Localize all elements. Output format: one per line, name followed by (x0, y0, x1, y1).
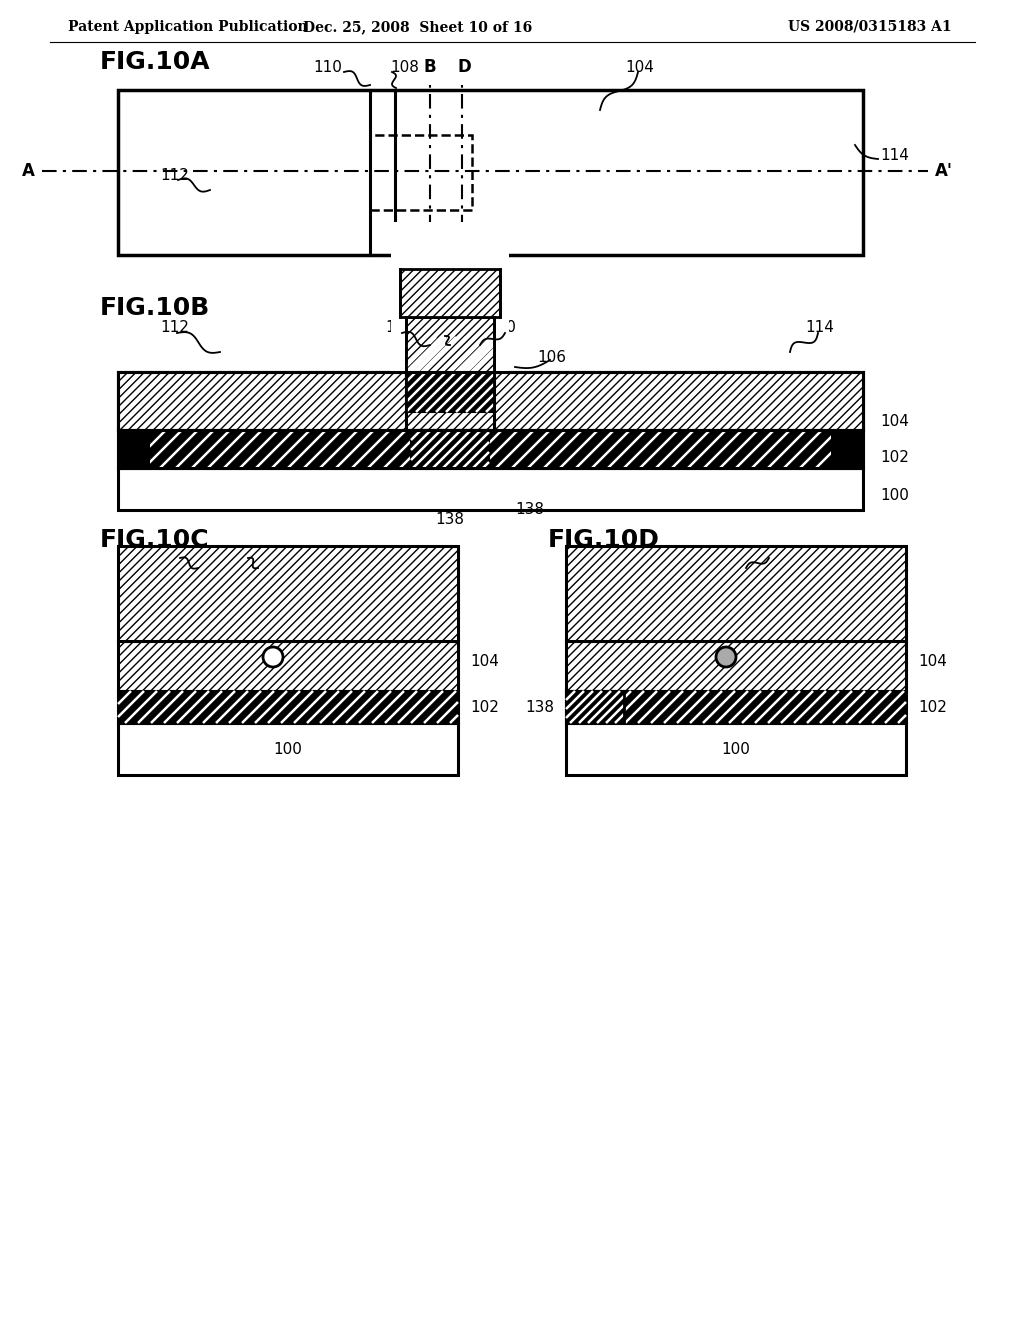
Text: 138: 138 (435, 512, 465, 528)
Text: FIG.10D: FIG.10D (548, 528, 659, 552)
Text: 100: 100 (273, 742, 302, 756)
Text: D: D (457, 58, 471, 77)
Circle shape (263, 647, 283, 667)
Text: 108: 108 (164, 545, 193, 561)
Bar (566, 546, 906, 642)
Bar (118, 469, 863, 510)
Text: 104: 104 (470, 653, 499, 668)
Bar (566, 690, 906, 723)
Bar (118, 430, 863, 469)
Bar (118, 546, 458, 642)
Text: 110: 110 (313, 59, 342, 74)
Text: 100: 100 (880, 487, 909, 503)
Text: A': A' (935, 162, 953, 180)
Text: FIG.10C: FIG.10C (100, 528, 210, 552)
Text: B: B (424, 58, 436, 77)
Bar (118, 642, 458, 690)
Text: D': D' (455, 298, 473, 315)
Text: 112: 112 (161, 168, 189, 182)
Text: 102: 102 (880, 450, 909, 466)
Text: 104: 104 (626, 59, 654, 74)
Text: Dec. 25, 2008  Sheet 10 of 16: Dec. 25, 2008 Sheet 10 of 16 (303, 20, 532, 34)
Text: US 2008/0315183 A1: US 2008/0315183 A1 (788, 20, 952, 34)
Bar (118, 430, 150, 469)
Bar (118, 372, 863, 430)
Text: 138: 138 (525, 700, 554, 714)
Bar (391, 222, 509, 372)
Text: Patent Application Publication: Patent Application Publication (68, 20, 307, 34)
Text: 102: 102 (470, 700, 499, 714)
Text: 102: 102 (918, 700, 947, 714)
Text: 100: 100 (722, 742, 751, 756)
Text: 108: 108 (390, 59, 419, 74)
Text: 106: 106 (233, 545, 262, 561)
Text: 110: 110 (752, 545, 780, 561)
Text: 112: 112 (161, 319, 189, 334)
Circle shape (716, 647, 736, 667)
Bar (118, 430, 863, 469)
Bar (411, 430, 489, 469)
Bar (406, 337, 494, 372)
Text: 104: 104 (880, 414, 909, 429)
Bar (118, 690, 458, 723)
Bar (494, 372, 863, 430)
Bar (566, 723, 906, 775)
Bar (566, 642, 906, 690)
Bar (406, 302, 494, 337)
Bar (118, 90, 863, 255)
Text: 138: 138 (515, 503, 545, 517)
Text: 114: 114 (806, 319, 835, 334)
Bar (406, 317, 494, 372)
Text: B': B' (421, 298, 439, 315)
Text: A: A (23, 162, 35, 180)
Bar (406, 372, 494, 412)
Bar (118, 372, 406, 430)
Bar (118, 723, 458, 775)
Bar (831, 430, 863, 469)
Bar (400, 269, 500, 317)
Text: 104: 104 (918, 653, 947, 668)
Text: 110: 110 (487, 319, 516, 334)
Text: FIG.10B: FIG.10B (100, 296, 210, 319)
Text: FIG.10A: FIG.10A (100, 50, 211, 74)
Bar (118, 372, 863, 430)
Bar (566, 690, 624, 723)
Bar (370, 135, 472, 210)
Text: 138: 138 (385, 319, 415, 334)
Text: 114: 114 (880, 148, 909, 162)
Text: 106: 106 (538, 350, 566, 364)
Text: 108: 108 (428, 322, 457, 338)
